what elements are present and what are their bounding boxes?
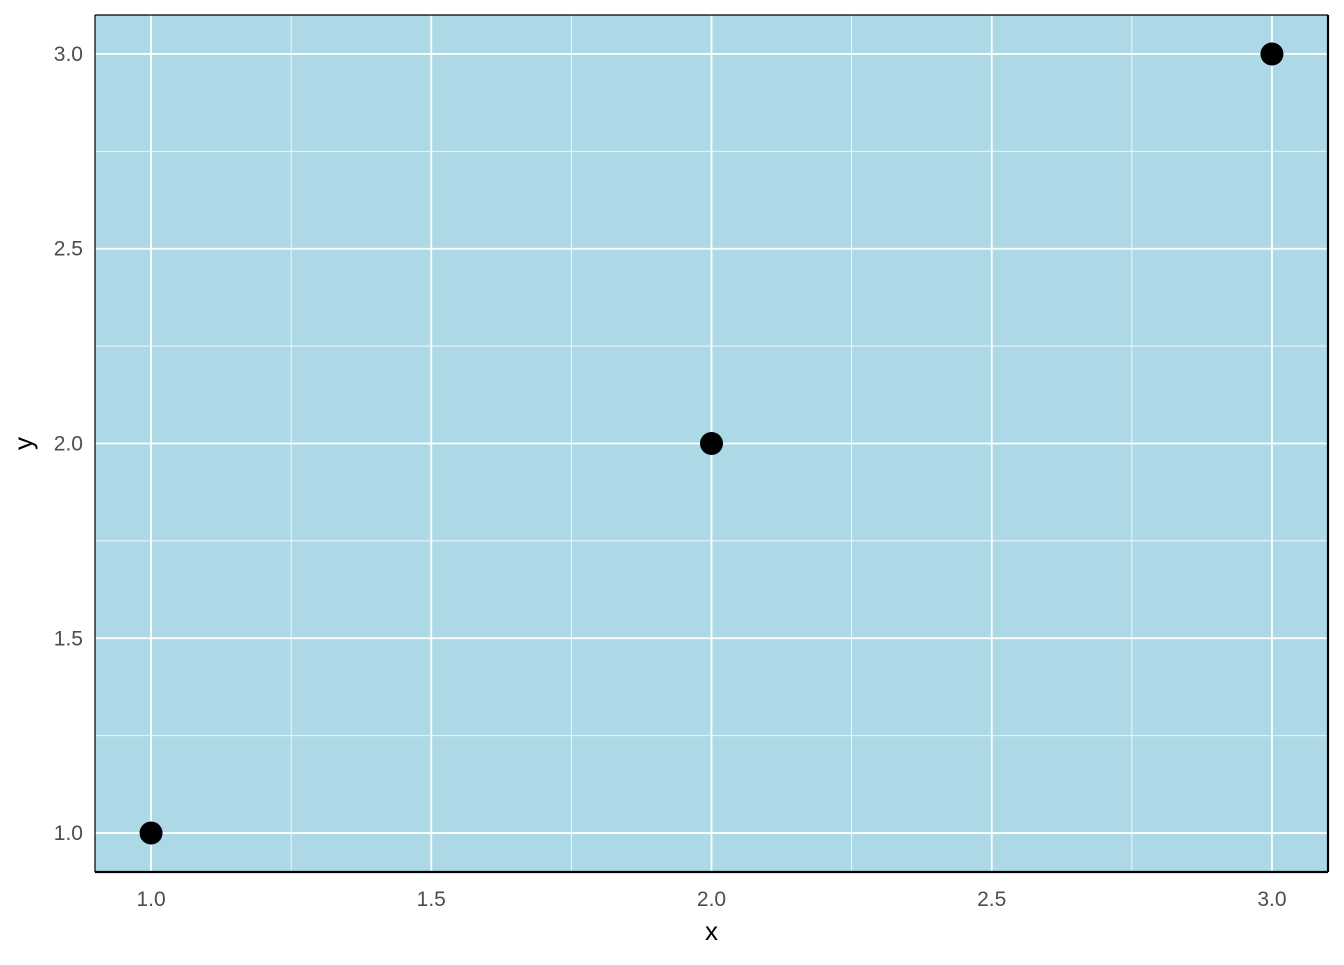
data-point — [139, 821, 163, 845]
y-axis-ticks: 1.0 1.5 2.0 2.5 3.0 — [54, 43, 83, 845]
x-tick-label: 1.0 — [136, 888, 165, 911]
x-tick-label: 3.0 — [1257, 888, 1286, 911]
y-tick-label: 1.5 — [54, 627, 83, 650]
y-tick-label: 1.0 — [54, 822, 83, 845]
x-axis-ticks: 1.0 1.5 2.0 2.5 3.0 — [136, 888, 1286, 911]
y-axis-title: y — [8, 437, 38, 450]
x-axis-title: x — [705, 916, 718, 946]
y-tick-label: 3.0 — [54, 43, 83, 66]
data-points — [139, 42, 1284, 845]
data-point — [700, 432, 723, 455]
x-tick-label: 2.0 — [697, 888, 726, 911]
x-tick-label: 2.5 — [977, 888, 1006, 911]
x-tick-label: 1.5 — [417, 888, 446, 911]
data-point — [1260, 42, 1284, 66]
axis-lines — [94, 14, 1330, 874]
y-tick-label: 2.5 — [54, 238, 83, 261]
y-tick-label: 2.0 — [54, 433, 83, 456]
